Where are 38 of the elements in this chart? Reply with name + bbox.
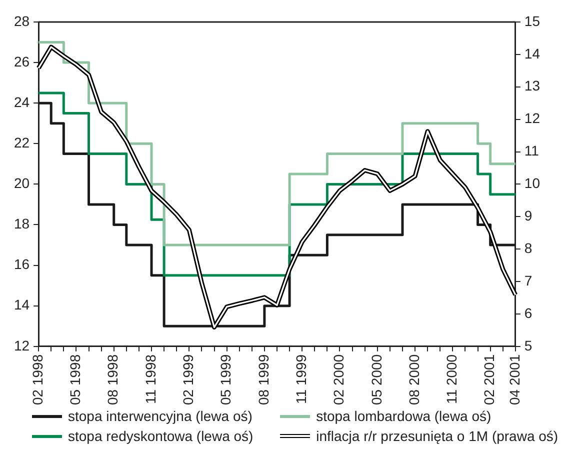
- x-tick-label: 11 2000: [444, 354, 460, 404]
- x-tick-label: 08 2000: [406, 354, 422, 406]
- legend-label: stopa interwencyjna (lewa oś): [68, 408, 252, 424]
- y2-tick-label: 15: [524, 12, 540, 29]
- x-tick-label: 04 2001: [506, 354, 522, 406]
- y2-tick-label: 14: [524, 45, 540, 62]
- y2-tick-label: 8: [524, 240, 532, 256]
- y-tick-label: 28: [14, 12, 30, 29]
- x-tick-label: 05 2000: [368, 354, 384, 406]
- y-tick-label: 12: [14, 337, 30, 354]
- y2-tick-label: 10: [524, 175, 540, 192]
- legend-label: inflacja r/r przesunięta o 1M (prawa oś): [316, 428, 558, 444]
- x-tick-label: 11 1999: [292, 354, 309, 404]
- x-tick-label: 11 1998: [142, 354, 158, 404]
- y-tick-label: 16: [14, 256, 30, 272]
- y-tick-label: 20: [14, 175, 30, 192]
- y2-tick-label: 6: [524, 304, 532, 321]
- legend-label: stopa lombardowa (lewa oś): [316, 408, 492, 424]
- y-tick-label: 26: [14, 53, 30, 70]
- y-tick-label: 24: [14, 94, 30, 110]
- y2-tick-label: 9: [524, 207, 532, 224]
- x-tick-label: 05 1999: [218, 354, 234, 406]
- x-tick-label: 02 2001: [481, 354, 498, 406]
- y-tick-label: 18: [14, 216, 30, 232]
- x-tick-label: 08 1999: [255, 354, 272, 406]
- y2-tick-label: 7: [524, 272, 532, 288]
- x-tick-label: 02 1999: [180, 354, 196, 406]
- y2-tick-label: 13: [524, 78, 540, 94]
- y-tick-label: 14: [14, 296, 30, 313]
- y-tick-label: 22: [14, 134, 30, 151]
- y2-tick-label: 12: [524, 110, 540, 126]
- y2-tick-label: 5: [524, 337, 532, 354]
- y2-tick-label: 11: [524, 142, 540, 159]
- x-tick-label: 08 1998: [104, 354, 121, 406]
- x-tick-label: 02 1998: [29, 354, 46, 406]
- x-tick-label: 02 2000: [330, 354, 347, 406]
- legend-label: stopa redyskontowa (lewa oś): [68, 428, 254, 444]
- x-tick-label: 05 1998: [67, 354, 84, 406]
